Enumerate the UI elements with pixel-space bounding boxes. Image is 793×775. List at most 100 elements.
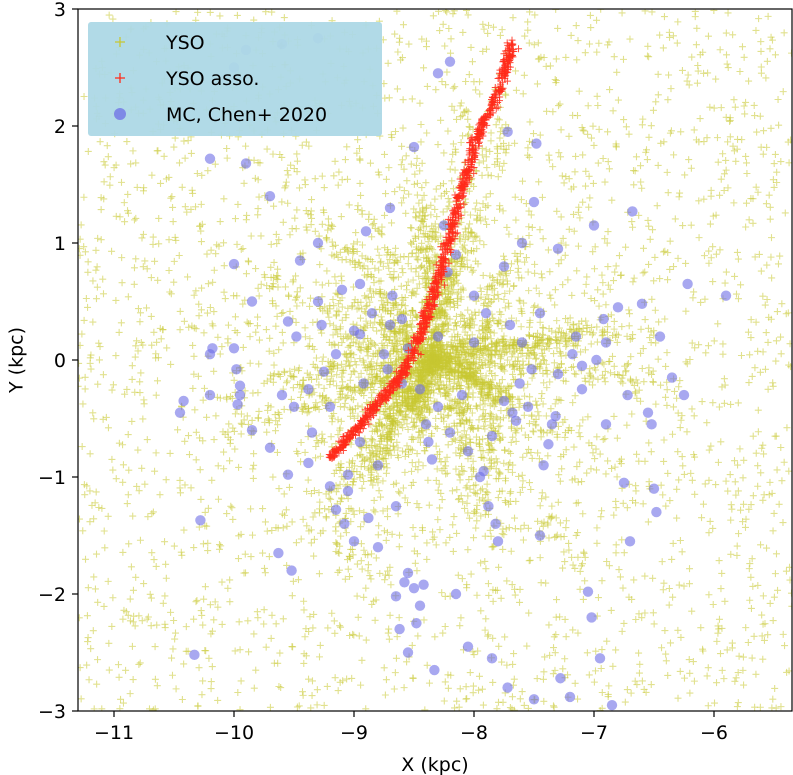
yso-point xyxy=(247,505,255,513)
yso-point xyxy=(555,102,563,110)
yso-point xyxy=(771,684,779,692)
yso-point xyxy=(436,504,444,512)
yso-point xyxy=(398,265,406,273)
yso-point xyxy=(527,211,535,219)
yso-point xyxy=(704,69,712,77)
yso-point xyxy=(421,706,429,711)
yso-point xyxy=(742,152,750,160)
yso-point xyxy=(746,596,754,604)
yso-point xyxy=(218,578,226,586)
yso-point xyxy=(263,282,271,290)
yso-point xyxy=(261,569,269,577)
yso-point xyxy=(391,188,399,196)
yso-point xyxy=(520,299,528,307)
yso-point xyxy=(410,205,418,213)
yso-point xyxy=(750,101,758,109)
yso-point xyxy=(197,200,205,208)
yso-point xyxy=(771,570,779,578)
yso-point xyxy=(766,203,774,211)
yso-point xyxy=(665,601,673,609)
yso-point xyxy=(732,491,740,499)
yso-point xyxy=(538,274,546,282)
yso-point xyxy=(385,625,393,633)
yso-point xyxy=(737,506,745,514)
yso-point xyxy=(676,536,684,544)
yso-point xyxy=(482,615,490,623)
yso-point xyxy=(637,162,645,170)
yso-point xyxy=(129,618,137,626)
yso-point xyxy=(669,430,677,438)
yso-point xyxy=(462,78,470,86)
yso-point xyxy=(579,198,587,206)
yso-point xyxy=(525,609,533,617)
yso-point xyxy=(569,561,577,569)
yso-point xyxy=(87,351,95,359)
yso-point xyxy=(712,250,720,258)
yso-point xyxy=(573,56,581,64)
yso-point xyxy=(85,676,93,684)
yso-point xyxy=(663,378,671,386)
yso-point xyxy=(124,491,132,499)
yso-point xyxy=(551,666,559,674)
yso-point xyxy=(92,246,100,254)
yso-point xyxy=(353,592,361,600)
yso-point xyxy=(499,698,507,706)
yso-point xyxy=(628,410,636,418)
yso-point xyxy=(495,162,503,170)
yso-point xyxy=(108,455,116,463)
yso-point xyxy=(616,573,624,581)
yso-point xyxy=(94,598,102,606)
yso-point xyxy=(771,51,779,59)
yso-point xyxy=(605,165,613,173)
yso-point xyxy=(638,184,646,192)
yso-point xyxy=(176,489,184,497)
yso-point xyxy=(206,9,214,16)
yso-point xyxy=(702,349,710,357)
yso-point xyxy=(773,168,781,176)
yso-point xyxy=(438,78,446,86)
yso-point xyxy=(581,553,589,561)
yso-point xyxy=(94,380,102,388)
yso-point xyxy=(555,260,563,268)
yso-point xyxy=(264,406,272,414)
yso-point xyxy=(561,251,569,259)
yso-point xyxy=(685,81,693,89)
yso-point xyxy=(474,647,482,655)
yso-point xyxy=(748,555,756,563)
yso-point xyxy=(437,116,445,124)
yso-point xyxy=(549,702,557,710)
yso-point xyxy=(712,75,720,83)
yso-point xyxy=(481,557,489,565)
yso-point xyxy=(778,477,786,485)
yso-point xyxy=(169,218,177,226)
yso-point xyxy=(675,476,683,484)
yso-point xyxy=(631,677,639,685)
yso-point xyxy=(580,127,588,135)
yso-point xyxy=(585,671,593,679)
yso-point xyxy=(300,606,308,614)
yso-point xyxy=(701,295,709,303)
yso-point xyxy=(84,584,92,592)
yso-point xyxy=(307,539,315,547)
yso-point xyxy=(516,598,524,606)
yso-point xyxy=(740,102,748,110)
yso-point xyxy=(194,9,202,16)
yso-point xyxy=(452,465,460,473)
yso-point xyxy=(312,278,320,286)
yso-point xyxy=(562,517,570,525)
yso-point xyxy=(167,608,175,616)
yso-point xyxy=(386,563,394,571)
yso-point xyxy=(196,222,204,230)
yso-point xyxy=(307,490,315,498)
yso-point xyxy=(217,542,225,550)
yso-point xyxy=(458,112,466,120)
yso-point xyxy=(268,527,276,534)
yso-point xyxy=(635,457,643,465)
yso-point xyxy=(476,90,484,98)
yso-point xyxy=(193,596,201,604)
yso-point xyxy=(212,412,220,420)
yso-point xyxy=(559,665,567,673)
yso-point xyxy=(593,48,601,56)
yso-point xyxy=(126,690,134,698)
yso-point xyxy=(591,667,599,675)
